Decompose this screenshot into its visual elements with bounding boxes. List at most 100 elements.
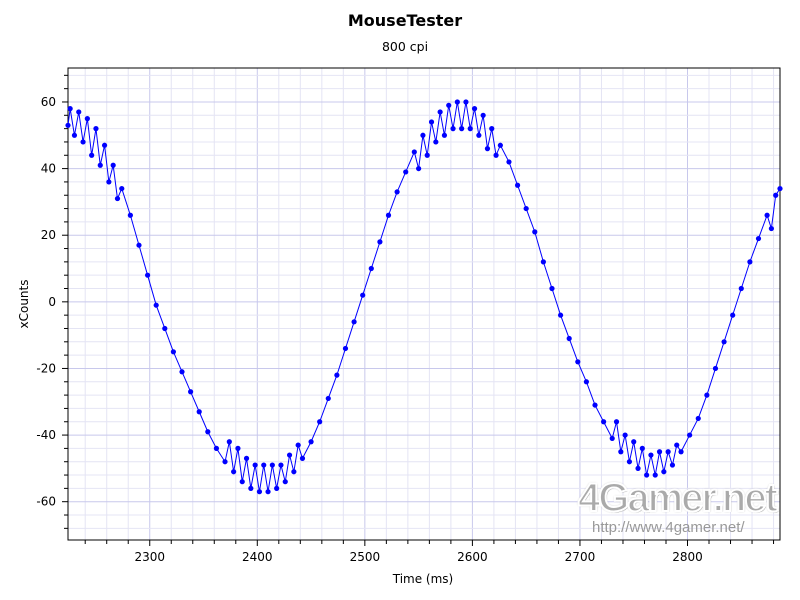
data-point [282, 479, 288, 485]
series-line [67, 101, 781, 492]
data-point [648, 452, 654, 458]
data-point [239, 479, 245, 485]
data-point [454, 99, 460, 105]
data-point [618, 449, 624, 455]
data-point [127, 212, 133, 218]
data-point [635, 465, 641, 471]
data-point [136, 242, 142, 248]
data-point [687, 432, 693, 438]
data-point [459, 126, 465, 132]
data-point [265, 489, 271, 495]
data-point [497, 142, 503, 148]
data-point [669, 462, 676, 468]
data-point [755, 235, 762, 242]
y-tick-label: -20 [36, 361, 56, 375]
data-point [704, 392, 710, 398]
data-point [248, 485, 254, 491]
x-tick-label: 2300 [134, 550, 165, 564]
data-point [566, 335, 572, 342]
data-point [308, 439, 314, 445]
data-point [768, 225, 774, 232]
data-point [93, 126, 99, 132]
data-point [773, 192, 779, 198]
data-point [652, 472, 658, 478]
data-point [557, 312, 564, 318]
data-point [480, 112, 486, 118]
data-point [738, 285, 744, 292]
data-point [506, 159, 512, 165]
data-point [514, 182, 521, 188]
data-point [403, 169, 409, 175]
data-point [286, 452, 293, 458]
data-point [76, 109, 82, 115]
y-axis-label: xCounts [17, 280, 31, 329]
data-point [274, 485, 280, 491]
data-point [65, 122, 71, 128]
data-point [747, 259, 753, 265]
data-point [299, 455, 306, 461]
data-point [162, 325, 168, 332]
chart-subtitle: 800 cpi [382, 39, 428, 54]
data-point [493, 152, 499, 158]
data-point [334, 372, 340, 378]
data-point [540, 259, 546, 265]
y-tick-label: 20 [41, 228, 56, 242]
data-point [433, 139, 439, 145]
data-point [583, 379, 590, 385]
data-point [523, 205, 529, 212]
data-point [721, 339, 727, 345]
watermark: 4Gamer.net http://www.4gamer.net/ [577, 476, 779, 536]
data-point [631, 439, 637, 445]
watermark-logo: 4Gamer.net [577, 476, 779, 520]
data-point [213, 445, 220, 451]
data-point [777, 185, 783, 192]
y-tick-label: -60 [36, 495, 56, 509]
data-point [269, 462, 275, 468]
data-point [235, 445, 241, 451]
data-point [144, 272, 151, 278]
data-point [639, 445, 645, 451]
data-point [295, 442, 301, 448]
data-point [317, 419, 323, 425]
data-point [644, 472, 650, 478]
x-tick-label: 2500 [350, 550, 381, 564]
data-point [764, 212, 770, 218]
axis-ticks: 2300 2400 2500 2600 2700 2800 -60 -40 -20 0 20 40 60 [36, 74, 775, 564]
data-point [119, 185, 125, 192]
data-point [489, 126, 495, 132]
data-point [360, 292, 366, 298]
data-point [101, 142, 108, 148]
data-point [196, 409, 202, 415]
data-point [80, 139, 86, 145]
chart-title: MouseTester [348, 11, 462, 30]
data-point [106, 179, 112, 185]
data-point [613, 419, 620, 425]
data-point [394, 189, 400, 195]
data-point [342, 345, 349, 352]
x-tick-label: 2700 [565, 550, 596, 564]
plot-frame [67, 67, 781, 541]
data-point [661, 469, 667, 475]
data-point [188, 389, 194, 395]
data-point [67, 106, 73, 112]
data-point [385, 212, 392, 218]
data-point [205, 429, 211, 435]
data-point [575, 359, 581, 365]
x-tick-label: 2400 [242, 550, 273, 564]
data-point [278, 462, 284, 468]
data-point [463, 99, 469, 105]
data-point [222, 459, 228, 465]
data-point [416, 165, 422, 172]
data-point [179, 369, 185, 375]
x-axis-label: Time (ms) [392, 572, 454, 586]
data-point [291, 469, 297, 475]
x-tick-label: 2800 [672, 550, 703, 564]
data-point [325, 395, 331, 402]
data-point [437, 109, 443, 115]
data-point [450, 126, 456, 132]
data-point [231, 469, 237, 475]
data-point [110, 162, 116, 168]
data-point [170, 349, 177, 355]
y-tick-label: 40 [41, 162, 56, 176]
data-point [665, 449, 671, 455]
